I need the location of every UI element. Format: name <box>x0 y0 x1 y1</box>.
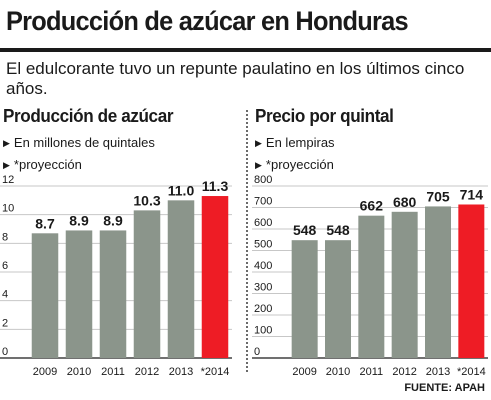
triangle-right-icon: ▶ <box>255 160 262 170</box>
x-tick-label: 2010 <box>67 366 91 378</box>
source-credit: FUENTE: APAH <box>404 382 485 394</box>
y-tick-label: 10 <box>2 203 14 215</box>
triangle-right-icon: ▶ <box>255 138 262 148</box>
data-label: 662 <box>360 198 384 214</box>
note-text: En lempiras <box>265 135 335 150</box>
x-tick-label: *2014 <box>457 366 486 378</box>
y-tick-label: 300 <box>254 282 272 294</box>
note-projection-precio: ▶ *proyección <box>255 157 334 172</box>
bar-chart-produccion: 0 2 4 6 8 10 12 8.7 2009 8.9 2010 8.9 2011 10.3 2012 11… <box>0 174 232 378</box>
note-text: *proyección <box>13 157 82 172</box>
data-label: 680 <box>393 194 417 210</box>
x-tick-label: 2011 <box>101 366 125 378</box>
y-tick-label: 800 <box>254 174 272 186</box>
bar-2013 <box>167 200 195 358</box>
y-tick-label: 2 <box>2 317 8 329</box>
bar-2009 <box>31 233 59 358</box>
x-tick-label: *2014 <box>201 366 230 378</box>
y-tick-label: 400 <box>254 260 272 272</box>
y-tick-label: 0 <box>254 346 260 358</box>
panel-produccion: Producción de azúcar ▶ En millones de qui… <box>0 106 240 396</box>
x-tick-label: 2009 <box>33 366 57 378</box>
bar-2011 <box>358 215 385 358</box>
bar-chart-precio: 0 100 200 300 400 500 600 700 800 548 2009 548 2010 6… <box>252 174 488 378</box>
x-tick-label: 2013 <box>426 366 450 378</box>
data-label: 548 <box>293 222 317 238</box>
data-label: 8.9 <box>103 212 123 228</box>
data-label: 11.0 <box>168 182 195 198</box>
note-units-produccion: ▶ En millones de quintales <box>3 135 155 150</box>
bar-2014 <box>201 196 229 358</box>
y-tick-label: 12 <box>2 174 14 186</box>
x-tick-label: 2012 <box>392 366 416 378</box>
x-tick-label: 2011 <box>360 366 384 378</box>
y-tick-label: 700 <box>254 196 272 208</box>
data-label: 705 <box>426 188 450 204</box>
data-label: 8.7 <box>35 215 55 231</box>
headline-rule <box>0 48 491 52</box>
data-label: 11.3 <box>202 178 229 194</box>
bar-2010 <box>325 240 351 358</box>
data-label: 10.3 <box>133 192 160 208</box>
note-text: En millones de quintales <box>13 135 155 150</box>
x-tick-label: 2012 <box>135 366 159 378</box>
y-tick-label: 8 <box>2 231 8 243</box>
note-units-precio: ▶ En lempiras <box>255 135 335 150</box>
y-tick-label: 500 <box>254 239 272 251</box>
note-text: *proyección <box>265 157 334 172</box>
bar-2009 <box>291 240 318 358</box>
y-tick-label: 0 <box>2 346 8 358</box>
chart-subtitle: El edulcorante tuvo un repunte paulatino… <box>6 59 465 98</box>
y-tick-label: 6 <box>2 260 8 272</box>
bar-2012 <box>391 211 418 358</box>
bar-2010 <box>65 230 93 358</box>
x-tick-label: 2010 <box>326 366 350 378</box>
data-label: 714 <box>460 186 484 202</box>
data-label: 8.9 <box>69 212 89 228</box>
y-tick-label: 600 <box>254 217 272 229</box>
triangle-right-icon: ▶ <box>3 138 10 148</box>
y-tick-label: 200 <box>254 303 272 315</box>
x-tick-label: 2009 <box>292 366 316 378</box>
panel-precio: Precio por quintal ▶ En lempiras ▶ *proyec… <box>252 106 491 396</box>
bar-2012 <box>133 210 161 358</box>
panel-title-produccion: Producción de azúcar <box>3 106 174 126</box>
panel-title-precio: Precio por quintal <box>255 106 394 126</box>
chart-headline: Producción de azúcar en Honduras <box>6 6 409 36</box>
data-label: 548 <box>326 222 350 238</box>
panel-divider <box>246 110 248 372</box>
bar-2014 <box>458 204 485 358</box>
note-projection-produccion: ▶ *proyección <box>3 157 82 172</box>
triangle-right-icon: ▶ <box>3 160 10 170</box>
bar-2011 <box>99 230 127 358</box>
bar-2013 <box>425 206 451 358</box>
y-tick-label: 100 <box>254 325 272 337</box>
y-tick-label: 4 <box>2 289 8 301</box>
x-tick-label: 2013 <box>169 366 193 378</box>
